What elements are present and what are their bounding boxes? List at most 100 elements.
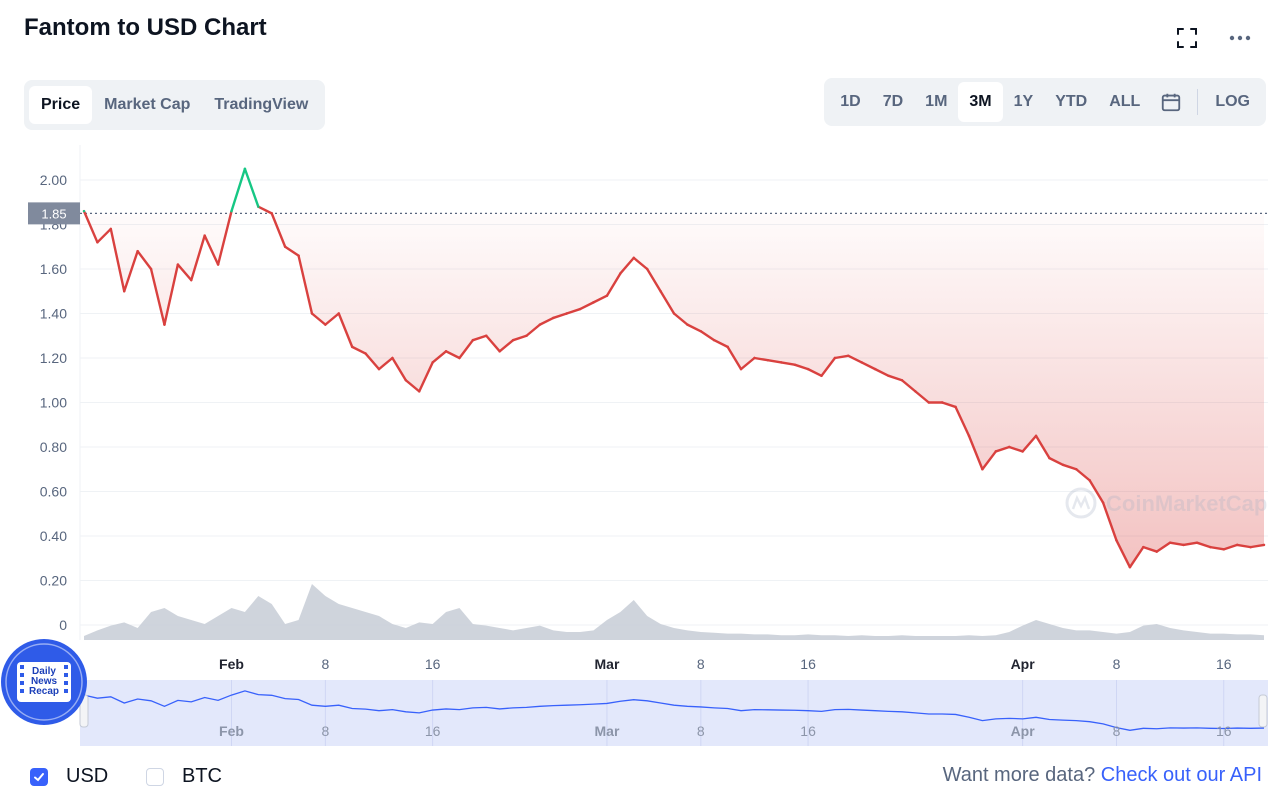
y-tick-label: 0.20 — [40, 573, 67, 589]
price-segment — [230, 167, 247, 213]
price-segment — [672, 312, 689, 326]
price-segment — [1061, 463, 1078, 471]
range-ytd[interactable]: YTD — [1055, 93, 1088, 110]
chart-type-tabs: Price Market Cap TradingView — [24, 80, 326, 130]
price-point — [954, 405, 957, 409]
price-segment — [592, 294, 609, 304]
price-segment — [605, 272, 622, 297]
price-point — [1048, 456, 1051, 460]
price-point — [418, 390, 421, 393]
x-tick-label: 8 — [321, 656, 329, 672]
current-price-label: 1.85 — [28, 202, 80, 225]
currency-usd-toggle[interactable]: USD — [30, 765, 108, 788]
price-segment — [1235, 543, 1252, 549]
price-segment — [981, 450, 998, 471]
price-point — [592, 301, 595, 304]
badge-line-3: Recap — [29, 686, 59, 697]
log-toggle[interactable]: LOG — [1215, 93, 1250, 110]
price-segment — [780, 361, 796, 366]
more-icon[interactable] — [1228, 26, 1252, 50]
y-tick-label: 1.00 — [40, 395, 67, 411]
range-1d[interactable]: 1D — [840, 93, 861, 110]
y-tick-label: 0.60 — [40, 484, 67, 500]
price-point — [310, 312, 314, 315]
usd-checkbox[interactable] — [30, 767, 48, 786]
price-segment — [699, 330, 716, 342]
price-point — [793, 363, 796, 366]
price-point — [578, 307, 582, 311]
currency-btc-toggle[interactable]: BTC — [146, 765, 222, 788]
price-segment — [283, 245, 300, 257]
range-7d[interactable]: 7D — [882, 93, 904, 110]
price-segment — [525, 323, 542, 337]
price-point — [994, 450, 998, 453]
y-tick-label: 0 — [59, 617, 67, 633]
price-point — [847, 354, 850, 357]
check-icon — [34, 772, 44, 781]
price-segment — [632, 256, 649, 271]
price-point — [1235, 543, 1239, 547]
daily-news-recap-badge[interactable]: Daily News Recap — [0, 638, 88, 726]
price-segment — [887, 374, 904, 382]
y-tick-label: 2.00 — [40, 172, 67, 188]
calendar-icon[interactable] — [1151, 82, 1191, 122]
navigator-tick-label: 8 — [321, 723, 329, 739]
tab-price[interactable]: Price — [29, 86, 93, 124]
price-point — [806, 367, 810, 371]
btc-checkbox[interactable] — [146, 767, 164, 786]
x-tick-label: 16 — [1216, 656, 1232, 672]
price-segment — [806, 367, 823, 377]
price-point — [1222, 548, 1225, 551]
price-segment — [377, 356, 394, 371]
price-point — [739, 367, 743, 371]
range-1y[interactable]: 1Y — [1013, 93, 1034, 110]
fullscreen-icon[interactable] — [1175, 26, 1199, 50]
price-segment — [270, 212, 287, 248]
price-segment — [565, 307, 582, 315]
price-segment — [216, 209, 233, 266]
price-point — [163, 323, 166, 326]
price-point — [498, 350, 501, 353]
price-point — [766, 359, 770, 362]
price-segment — [900, 379, 917, 393]
price-point — [1128, 565, 1132, 569]
price-point — [659, 290, 662, 293]
price-point — [216, 263, 220, 266]
price-segment — [1195, 541, 1212, 549]
tab-market-cap[interactable]: Market Cap — [104, 96, 191, 113]
x-tick-label: 16 — [800, 656, 816, 672]
price-point — [887, 374, 890, 377]
price-chart[interactable]: 00.200.400.600.801.001.201.401.601.802.0… — [0, 140, 1280, 752]
coinmarketcap-logo-icon — [1065, 487, 1097, 519]
api-link[interactable]: Check out our API — [1100, 764, 1262, 786]
price-segment — [1182, 541, 1199, 547]
range-all[interactable]: ALL — [1109, 93, 1141, 110]
price-segment — [257, 205, 273, 215]
usd-label: USD — [66, 765, 109, 787]
range-3m[interactable]: 3M — [958, 82, 1003, 122]
price-point — [860, 361, 863, 364]
price-segment — [190, 234, 206, 282]
btc-label: BTC — [182, 765, 222, 787]
price-point — [686, 323, 689, 326]
price-point — [1195, 541, 1199, 544]
price-point — [444, 350, 448, 353]
range-1m[interactable]: 1M — [925, 93, 948, 110]
price-segment — [645, 267, 662, 293]
price-point — [699, 330, 703, 333]
price-point — [511, 339, 515, 342]
price-point — [900, 379, 904, 382]
film-icon — [17, 662, 71, 702]
price-point — [257, 205, 260, 208]
watermark-text: CoinMarketCap — [1106, 491, 1267, 516]
price-segment — [96, 227, 113, 244]
price-segment — [511, 334, 528, 342]
tab-tradingview[interactable]: TradingView — [214, 96, 309, 113]
price-segment — [954, 405, 971, 438]
price-point — [605, 294, 609, 297]
price-point — [873, 367, 877, 371]
price-point — [364, 352, 367, 355]
x-tick-label: 8 — [1113, 656, 1121, 672]
price-segment — [149, 267, 166, 326]
price-segment — [1142, 545, 1158, 553]
